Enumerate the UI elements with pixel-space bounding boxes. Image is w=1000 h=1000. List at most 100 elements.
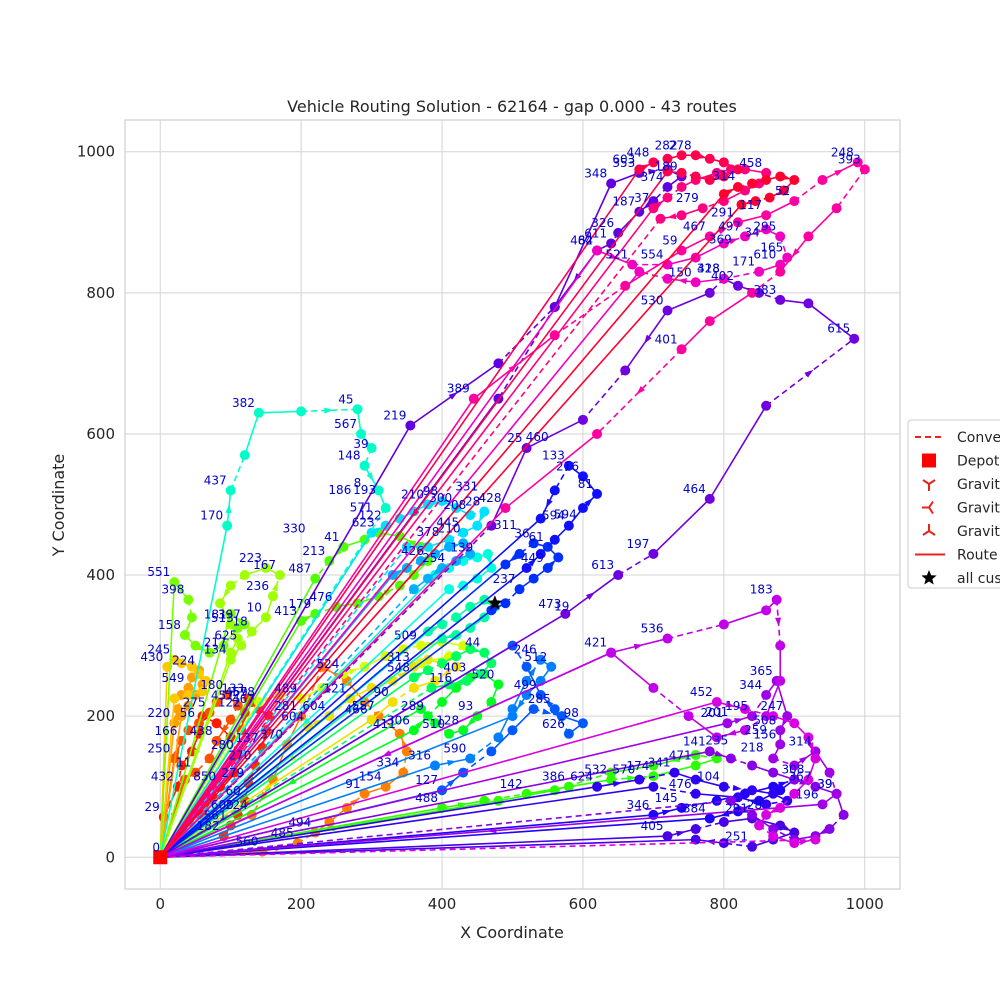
customer-label: 402 [711, 269, 734, 283]
customer-label: 248 [831, 145, 854, 159]
customer-point [849, 333, 860, 344]
customer-point [451, 661, 462, 672]
customer-label: 121 [324, 682, 347, 696]
legend-label: Gravit [957, 524, 1000, 540]
customer-point [690, 760, 701, 771]
customer-point [521, 562, 532, 573]
route [159, 171, 800, 858]
customer-point [810, 753, 821, 764]
customer-point [704, 493, 715, 504]
route-segment [688, 715, 718, 738]
route-arrow [799, 756, 809, 764]
route-segment [159, 588, 415, 858]
route-arrow [648, 168, 658, 175]
customer-label: 499 [514, 678, 537, 692]
customer-point [422, 573, 433, 584]
route-segment [653, 785, 696, 795]
customer-label: 182 [197, 819, 220, 833]
customer-point [789, 827, 800, 838]
customer-point [690, 150, 701, 161]
customer-label: 510 [422, 717, 445, 731]
customer-label: 536 [641, 622, 664, 636]
customer-label: 610 [753, 248, 776, 262]
route-arrow [667, 213, 677, 220]
customer-point [789, 718, 800, 729]
y-axis-label: Y Coordinate [49, 454, 68, 558]
customer-point [824, 767, 835, 778]
route-segment [793, 179, 823, 202]
customer-point [356, 428, 367, 439]
customer-label: 197 [627, 537, 650, 551]
customer-point [486, 658, 497, 669]
customer-point [775, 231, 786, 242]
customer-point [775, 675, 786, 686]
route-segment [159, 398, 475, 858]
customer-label: 98 [423, 484, 438, 498]
customer-label: 524 [317, 657, 340, 671]
customer-label: 508 [753, 713, 776, 727]
customer-label: 216 [556, 459, 579, 473]
customer-point [718, 816, 729, 827]
customer-point [493, 358, 504, 369]
customer-point [218, 640, 229, 651]
customer-point [430, 718, 440, 729]
customer-label: 300 [429, 491, 452, 505]
route-segment [159, 716, 183, 858]
customer-point [222, 689, 233, 700]
customer-label: 600 [211, 798, 234, 812]
customer-label: 127 [415, 773, 438, 787]
x-tick-label: 600 [569, 895, 598, 913]
customer-point [232, 700, 243, 711]
route-segment [469, 736, 499, 760]
route-segment [709, 292, 753, 322]
route [160, 813, 800, 859]
customer-point [437, 658, 448, 669]
customer-point [232, 633, 243, 644]
route-arrow [636, 385, 645, 395]
customer-point [535, 548, 546, 559]
customer-label: 81 [578, 477, 593, 491]
customer-point [768, 711, 779, 722]
customer-point [754, 266, 765, 277]
customer-point [732, 182, 743, 193]
customer-label: 128 [436, 713, 459, 727]
customer-label: 346 [627, 798, 650, 812]
route-segment [525, 666, 542, 696]
route-segment [582, 369, 626, 421]
customer-label: 476 [669, 777, 692, 791]
customer-point [366, 527, 377, 538]
customer-label: 210 [401, 488, 424, 502]
customer-label: 246 [514, 643, 537, 657]
customer-label: 285 [528, 692, 551, 706]
customer-label: 370 [260, 727, 283, 741]
route-arrow [382, 750, 392, 757]
y-tick-label: 1000 [77, 143, 115, 161]
legend-label: Gravit [957, 501, 1000, 517]
customer-point [761, 210, 772, 221]
route-arrow [727, 729, 737, 736]
customer-label: 282 [655, 138, 678, 152]
customer-label: 245 [147, 643, 170, 657]
customer-label: 590 [443, 741, 466, 755]
customer-label: 603 [612, 152, 635, 166]
customer-label: 421 [584, 636, 607, 650]
customer-label: 270 [228, 749, 251, 763]
route-segment [490, 447, 528, 526]
customer-point [718, 781, 729, 792]
customer-label: 557 [352, 699, 375, 713]
route-segment [526, 419, 584, 449]
customer-label: 25 [507, 431, 522, 445]
customer-point [676, 150, 687, 161]
route-arrow [223, 588, 231, 598]
customer-point [535, 689, 546, 700]
legend-tri-icon [922, 524, 936, 536]
depot-marker [153, 850, 168, 865]
customer-point [655, 213, 666, 224]
route-segment [709, 405, 767, 500]
customer-point [479, 612, 490, 623]
customer-point [747, 287, 758, 298]
customer-point [437, 619, 448, 630]
customer-point [549, 485, 560, 496]
customer-label: 411 [373, 717, 396, 731]
